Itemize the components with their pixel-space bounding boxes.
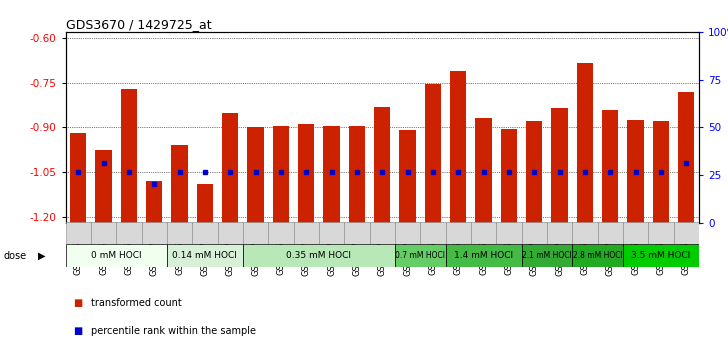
Bar <box>572 244 623 267</box>
Text: 2.1 mM HOCl: 2.1 mM HOCl <box>522 251 571 260</box>
Text: 3.5 mM HOCl: 3.5 mM HOCl <box>631 251 690 260</box>
Text: 1.4 mM HOCl: 1.4 mM HOCl <box>454 251 513 260</box>
Bar <box>424 84 441 223</box>
Bar <box>218 222 243 244</box>
Bar <box>446 244 521 267</box>
Bar <box>370 222 395 244</box>
Bar <box>395 222 420 244</box>
Bar <box>91 222 116 244</box>
Bar <box>450 71 467 223</box>
Bar <box>121 88 137 223</box>
Bar <box>141 222 167 244</box>
Bar <box>171 145 188 223</box>
Bar <box>222 113 239 223</box>
Text: 0.14 mM HOCl: 0.14 mM HOCl <box>173 251 237 260</box>
Bar <box>652 121 669 223</box>
Bar <box>521 222 547 244</box>
Bar <box>349 126 365 223</box>
Text: ■: ■ <box>73 298 82 308</box>
Text: transformed count: transformed count <box>91 298 182 308</box>
Bar <box>323 126 340 223</box>
Text: 0 mM HOCl: 0 mM HOCl <box>91 251 141 260</box>
Bar <box>374 107 390 223</box>
Bar <box>319 222 344 244</box>
Bar <box>648 222 673 244</box>
Bar <box>248 127 264 223</box>
Text: ■: ■ <box>73 326 82 336</box>
Bar <box>420 222 446 244</box>
Bar <box>268 222 293 244</box>
Bar <box>572 222 598 244</box>
Bar <box>167 222 192 244</box>
Bar <box>272 126 289 223</box>
Text: dose: dose <box>4 251 27 261</box>
Bar <box>66 244 167 267</box>
Bar <box>501 129 517 223</box>
Bar <box>298 125 314 223</box>
Bar <box>446 222 471 244</box>
Bar <box>66 222 91 244</box>
Bar <box>602 109 619 223</box>
Bar <box>521 244 572 267</box>
Bar <box>293 222 319 244</box>
Bar <box>496 222 521 244</box>
Bar <box>475 119 492 223</box>
Bar <box>70 133 87 223</box>
Bar <box>116 222 141 244</box>
Bar <box>197 184 213 223</box>
Bar <box>547 222 572 244</box>
Text: GDS3670 / 1429725_at: GDS3670 / 1429725_at <box>66 18 211 31</box>
Bar <box>192 222 218 244</box>
Bar <box>344 222 370 244</box>
Bar <box>95 150 112 223</box>
Bar <box>598 222 623 244</box>
Bar <box>623 222 648 244</box>
Text: 2.8 mM HOCl: 2.8 mM HOCl <box>573 251 622 260</box>
Bar <box>628 120 644 223</box>
Bar <box>146 181 162 223</box>
Bar <box>243 222 268 244</box>
Text: 0.35 mM HOCl: 0.35 mM HOCl <box>286 251 352 260</box>
Bar <box>526 121 542 223</box>
Text: ▶: ▶ <box>38 251 45 261</box>
Bar <box>623 244 699 267</box>
Text: 0.7 mM HOCl: 0.7 mM HOCl <box>395 251 446 260</box>
Bar <box>678 92 695 223</box>
Bar <box>551 108 568 223</box>
Bar <box>471 222 496 244</box>
Bar <box>577 63 593 223</box>
Bar <box>243 244 395 267</box>
Bar <box>673 222 699 244</box>
Text: percentile rank within the sample: percentile rank within the sample <box>91 326 256 336</box>
Bar <box>399 130 416 223</box>
Bar <box>167 244 243 267</box>
Bar <box>395 244 446 267</box>
